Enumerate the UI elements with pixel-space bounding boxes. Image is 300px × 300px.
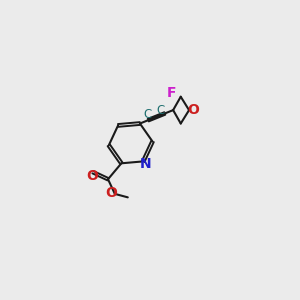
Text: C: C [144,108,152,121]
Text: O: O [187,103,199,117]
Text: C: C [156,103,164,117]
Text: O: O [86,169,98,183]
Text: N: N [140,157,152,171]
Text: F: F [167,85,176,100]
Text: O: O [105,186,117,200]
